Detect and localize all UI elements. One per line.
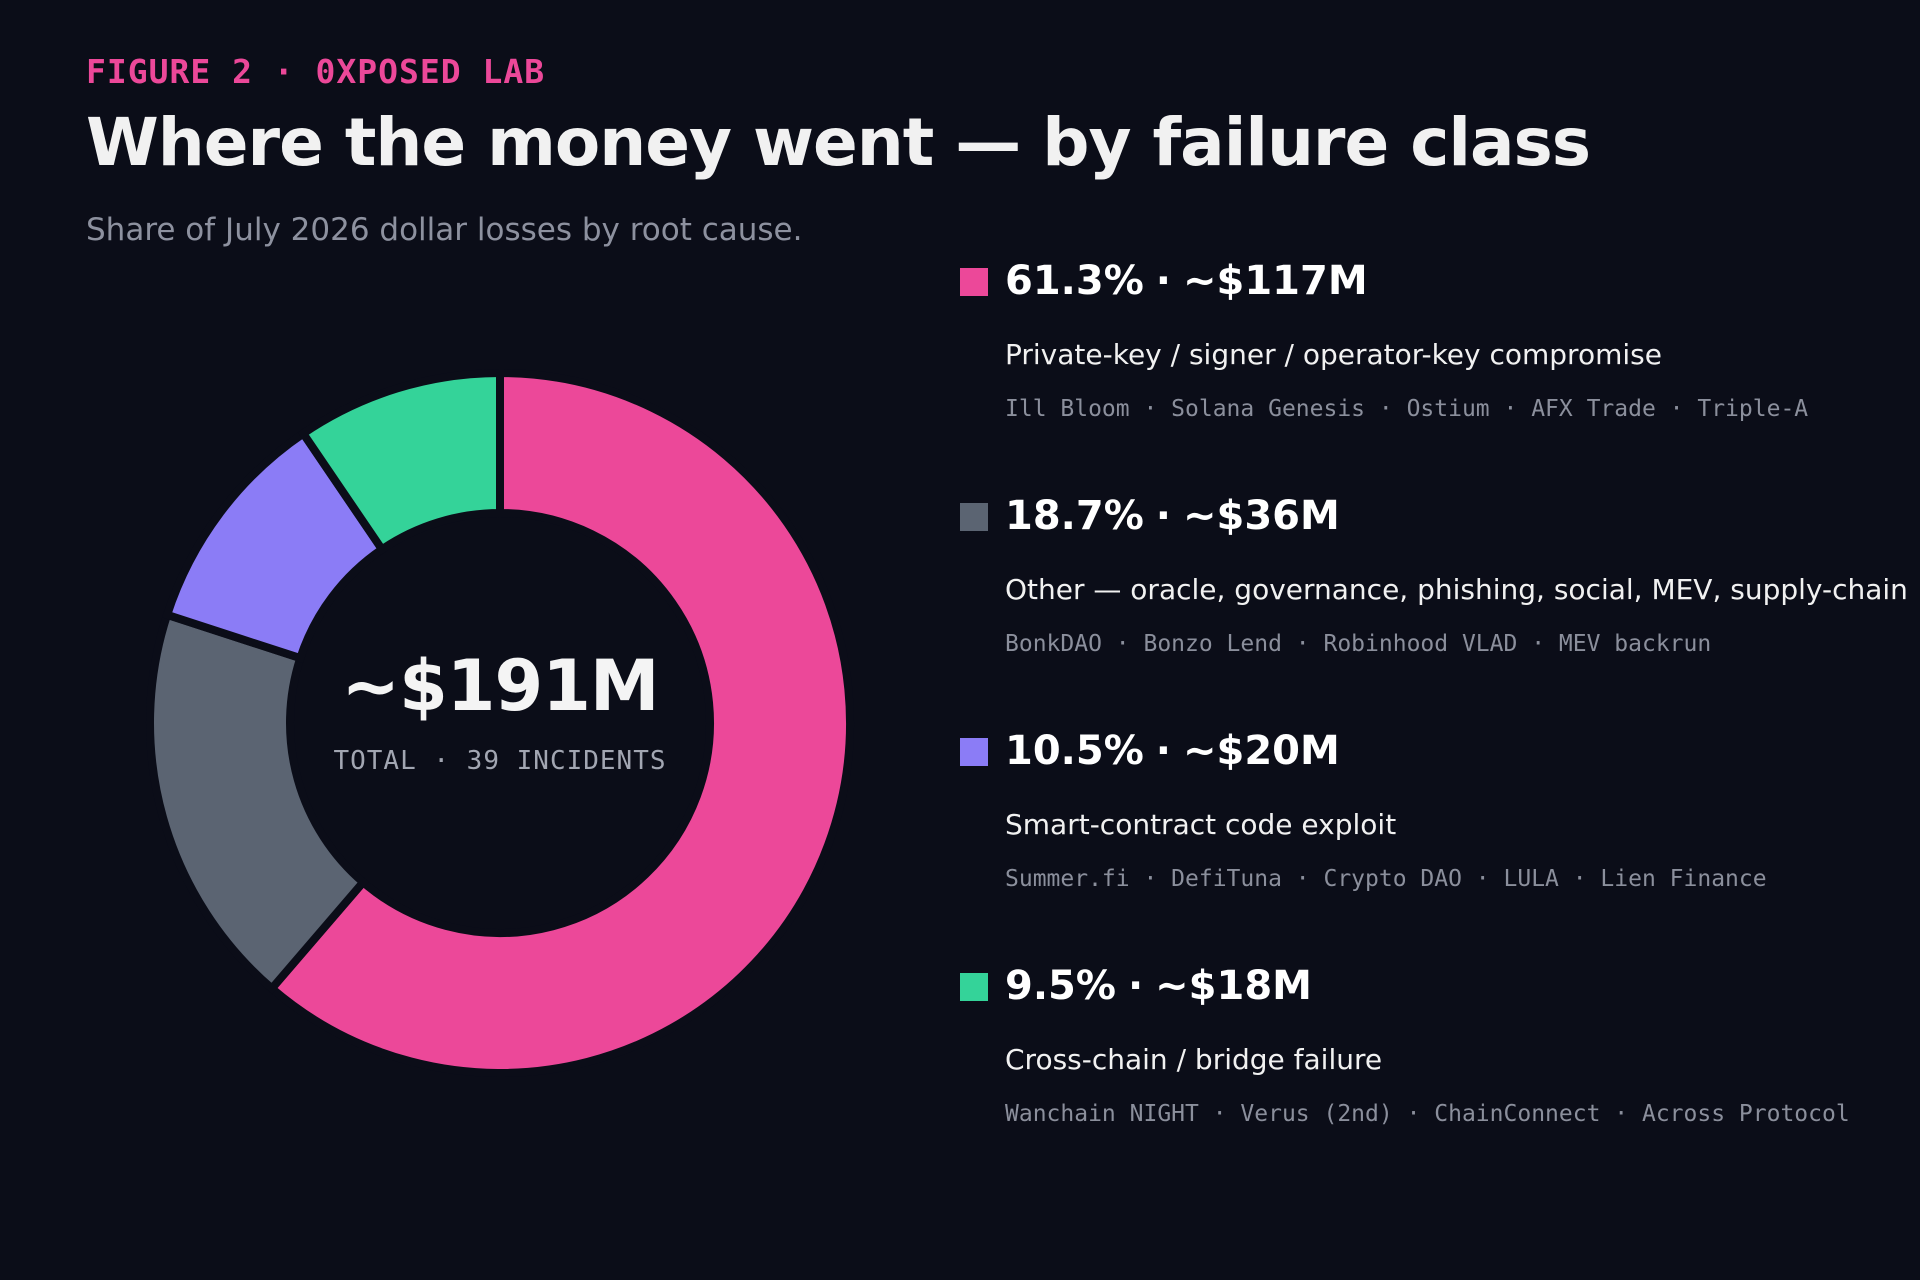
donut-chart bbox=[146, 368, 854, 1077]
donut-slices bbox=[146, 368, 854, 1077]
donut-center-total: ~$191M bbox=[341, 645, 659, 727]
legend-item: 10.5% · ~$20M Smart-contract code exploit … bbox=[960, 728, 1900, 967]
legend-item: 9.5% · ~$18M Cross-chain / bridge failure … bbox=[960, 963, 1900, 1202]
legend-separator: · bbox=[1155, 493, 1171, 539]
legend-amount: ~$18M bbox=[1155, 963, 1312, 1009]
chart-subtitle: Share of July 2026 dollar losses by root… bbox=[86, 212, 803, 248]
donut-slice bbox=[266, 368, 854, 1077]
donut-center-caption: TOTAL · 39 INCIDENTS bbox=[333, 746, 667, 776]
legend-swatch bbox=[960, 738, 988, 766]
legend-swatch bbox=[960, 503, 988, 531]
legend-item: 18.7% · ~$36M Other — oracle, governance, … bbox=[960, 493, 1908, 732]
legend-headline: 61.3% · ~$117M bbox=[1005, 258, 1368, 304]
legend-amount: ~$20M bbox=[1182, 728, 1340, 774]
legend-amount: ~$117M bbox=[1182, 258, 1368, 304]
legend-swatch bbox=[960, 973, 988, 1001]
legend-percent: 9.5% bbox=[1005, 963, 1116, 1009]
legend-item: 61.3% · ~$117M Private-key / signer / oper… bbox=[960, 258, 1900, 497]
donut-slice bbox=[146, 609, 369, 995]
legend-headline: 10.5% · ~$20M bbox=[1005, 728, 1340, 774]
legend-percent: 10.5% bbox=[1005, 728, 1144, 774]
legend-headline: 18.7% · ~$36M bbox=[1005, 493, 1340, 539]
legend-separator: · bbox=[1155, 728, 1171, 774]
legend-incidents: Summer.fi · DefiTuna · Crypto DAO · LULA… bbox=[1005, 866, 1767, 892]
legend: 61.3% · ~$117M Private-key / signer / oper… bbox=[960, 258, 1908, 1202]
legend-incidents: Wanchain NIGHT · Verus (2nd) · ChainConn… bbox=[1005, 1101, 1850, 1127]
legend-label: Other — oracle, governance, phishing, so… bbox=[1005, 573, 1908, 606]
legend-amount: ~$36M bbox=[1182, 493, 1340, 539]
legend-label: Private-key / signer / operator-key comp… bbox=[1005, 338, 1662, 371]
chart-title: Where the money went — by failure class bbox=[86, 104, 1591, 181]
legend-swatch bbox=[960, 268, 988, 296]
legend-percent: 61.3% bbox=[1005, 258, 1144, 304]
legend-incidents: Ill Bloom · Solana Genesis · Ostium · AF… bbox=[1005, 396, 1809, 422]
legend-separator: · bbox=[1155, 258, 1171, 304]
legend-label: Cross-chain / bridge failure bbox=[1005, 1043, 1383, 1076]
legend-percent: 18.7% bbox=[1005, 493, 1144, 539]
legend-incidents: BonkDAO · Bonzo Lend · Robinhood VLAD · … bbox=[1005, 631, 1712, 657]
legend-separator: · bbox=[1127, 963, 1144, 1009]
legend-label: Smart-contract code exploit bbox=[1005, 808, 1397, 841]
donut-slice bbox=[297, 368, 504, 555]
eyebrow-label: FIGURE 2 · 0XPOSED LAB bbox=[86, 52, 546, 91]
legend-headline: 9.5% · ~$18M bbox=[1005, 963, 1312, 1009]
